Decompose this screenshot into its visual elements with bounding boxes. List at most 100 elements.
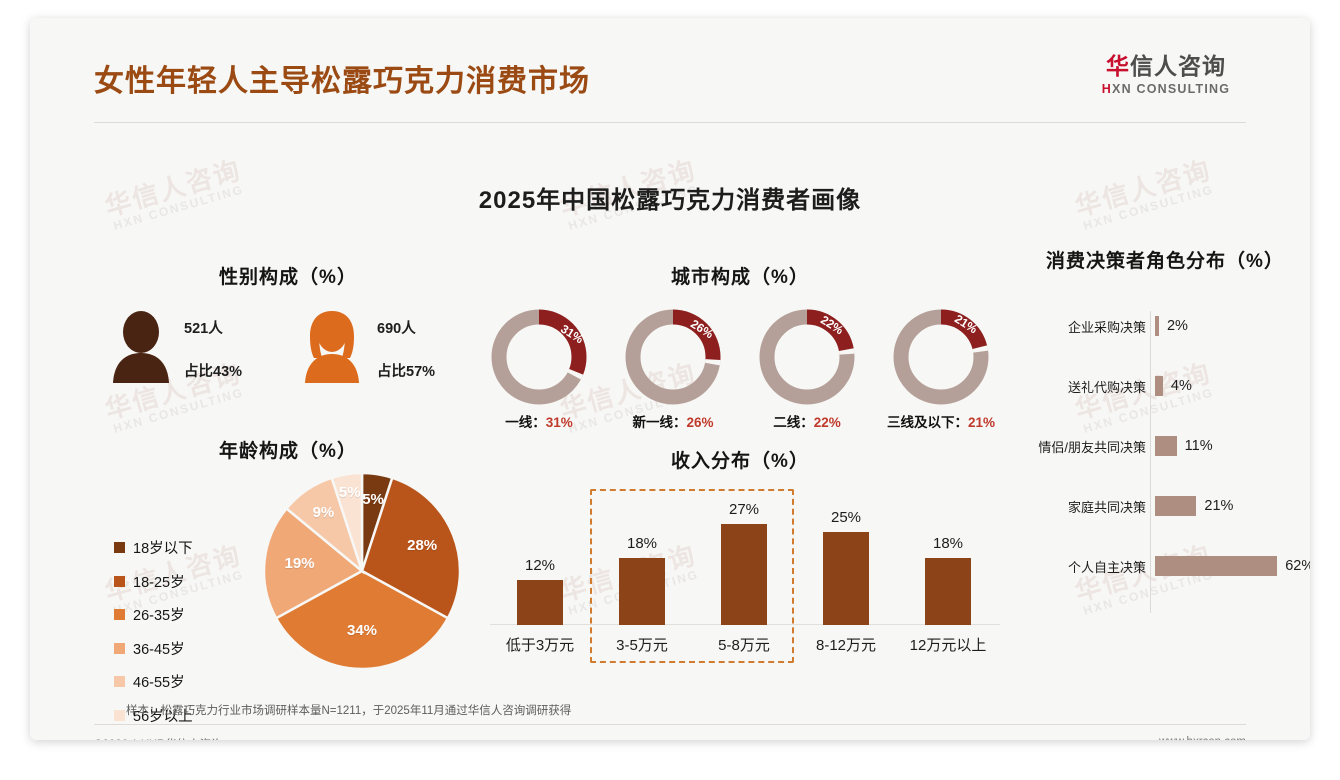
income-bar-value: 18% [932, 534, 964, 552]
brand-logo: 华信人咨询 HXN CONSULTING [1086, 53, 1246, 96]
role-label: 个人自主决策 [1067, 559, 1146, 575]
role-bar [1155, 376, 1163, 396]
male-silhouette-icon [113, 311, 169, 383]
logo-en-rest: XN CONSULTING [1112, 82, 1231, 97]
logo-chinese: 华信人咨询 [1086, 53, 1246, 79]
donut-label-value: 22% [813, 415, 841, 430]
income-category-label: 低于3万元 [505, 637, 575, 654]
donut-chart [491, 309, 587, 405]
legend-swatch [114, 575, 125, 587]
age-legend-item: 18-25岁 [114, 571, 193, 592]
income-bar-chart: 12% 低于3万元 18% 3-5万元 27% 5-8万元 25% 8-12万元 18% 12万元… [470, 489, 1010, 663]
income-category-label: 8-12万元 [815, 637, 877, 654]
role-label: 企业采购决策 [1067, 319, 1146, 335]
donut-label-value: 26% [686, 415, 714, 430]
pie-chart [262, 471, 462, 671]
donut-label-value: 21% [967, 415, 996, 430]
legend-label: 18-25岁 [133, 574, 185, 591]
donut-label: 新一线：26% [632, 415, 714, 430]
income-bar-column: 18% [900, 535, 996, 625]
income-bar-value: 18% [626, 534, 658, 552]
age-title: 年龄构成（%） [219, 441, 357, 462]
logo-cn-red: 华 [1106, 53, 1130, 79]
income-bar [823, 531, 869, 625]
source-note: 样本：松露巧克力行业市场调研样本量N=1211，于2025年11月通过华信人咨询… [126, 705, 572, 717]
role-value: 2% [1166, 318, 1188, 334]
income-bar [619, 557, 665, 625]
city-donut-一线: 31% 一线：31% [476, 309, 602, 431]
income-category-label: 12万元以上 [909, 637, 987, 654]
role-value: 4% [1170, 378, 1192, 394]
legend-label: 18岁以下 [133, 541, 193, 557]
donut-chart [893, 309, 989, 405]
age-legend-item: 26-35岁 [114, 604, 193, 625]
city-section: 城市构成（%） 31% 一线：31% 26% 新一线：26% 22% 二线：22% 21% 三… [470, 262, 1010, 431]
role-bar [1155, 496, 1197, 516]
role-bar-row: 送礼代购决策 4% [1015, 373, 1310, 399]
income-bar-value: 12% [524, 557, 556, 575]
donut-label-value: 31% [545, 415, 573, 430]
donut-label: 二线：22% [773, 415, 841, 430]
city-donut-新一线: 26% 新一线：26% [610, 309, 736, 431]
pie-slice [262, 506, 365, 620]
header-divider [94, 122, 1246, 123]
role-bar [1155, 316, 1159, 336]
city-donut-二线: 22% 二线：22% [744, 309, 870, 431]
logo-cn-rest: 信人咨询 [1130, 53, 1226, 79]
logo-en-red: H [1101, 82, 1113, 97]
role-bar-row: 企业采购决策 2% [1015, 313, 1310, 339]
donut-label: 一线：31% [505, 415, 573, 430]
legend-label: 36-45岁 [133, 641, 185, 658]
city-donut-group: 31% 一线：31% 26% 新一线：26% 22% 二线：22% 21% 三线及以下：21% [470, 309, 1010, 431]
female-silhouette-icon [305, 311, 359, 383]
role-bar [1155, 436, 1177, 456]
gender-share: 占比43% [184, 363, 243, 380]
age-legend: 18岁以下 18-25岁 26-35岁 36-45岁 46-55岁 56岁以上 [114, 537, 193, 738]
page-title: 女性年轻人主导松露巧克力消费市场 [94, 65, 590, 98]
role-bar [1155, 556, 1278, 576]
role-value: 62% [1285, 558, 1310, 574]
legend-swatch [114, 542, 125, 553]
roles-section: 消费决策者角色分布（%） 企业采购决策 2% 送礼代购决策 4% 情侣/朋友共同决策 11… [1015, 246, 1310, 613]
donut-label: 三线及以下：21% [886, 415, 996, 430]
gender-figures: 521人占比43% 690人 占比57% [88, 309, 488, 388]
donut-chart [759, 309, 855, 405]
roles-bar-chart: 企业采购决策 2% 送礼代购决策 4% 情侣/朋友共同决策 11% 家庭共同决策 21% 个人自… [1015, 307, 1310, 613]
income-category-label: 3-5万元 [616, 637, 668, 654]
slide-subtitle: 2025年中国松露巧克力消费者画像 [478, 187, 862, 214]
gender-count: 521人 [184, 320, 223, 337]
female-silhouette-icon [299, 309, 365, 388]
legend-swatch [114, 709, 125, 721]
role-label: 送礼代购决策 [1067, 379, 1146, 395]
income-bar-value: 27% [728, 501, 760, 519]
role-label: 情侣/朋友共同决策 [1038, 439, 1146, 455]
role-bar-row: 个人自主决策 62% [1015, 553, 1310, 579]
age-legend-item: 18岁以下 [114, 537, 193, 558]
role-value: 21% [1204, 498, 1234, 514]
legend-swatch [114, 609, 125, 620]
age-pie-chart: 5% 28% 34% 19% 9% 5% [258, 467, 466, 675]
gender-item-female: 690人 占比57% [299, 309, 488, 388]
donut-chart [625, 309, 721, 405]
income-section: 收入分布（%） 12% 低于3万元 18% 3-5万元 27% 5-8万元 25% 8-12万… [470, 446, 1010, 663]
slide-header: 女性年轻人主导松露巧克力消费市场 华信人咨询 HXN CONSULTING [30, 18, 1310, 123]
income-bar [517, 580, 563, 625]
age-legend-item: 46-55岁 [114, 671, 193, 692]
income-bar [721, 524, 767, 625]
role-label: 家庭共同决策 [1067, 499, 1146, 515]
gender-title: 性别构成（%） [219, 267, 357, 288]
copyright-text: ©2026.1 HXR华信人咨询 [94, 736, 223, 740]
city-donut-三线及以下: 21% 三线及以下：21% [878, 309, 1004, 431]
age-legend-item: 36-45岁 [114, 638, 193, 659]
pie-slice [330, 471, 364, 572]
role-bar-row: 家庭共同决策 21% [1015, 493, 1310, 519]
income-bar-column: 18% [594, 535, 690, 625]
income-bar [925, 557, 971, 625]
legend-label: 46-55岁 [133, 675, 185, 691]
age-section: 年龄构成（%） 18岁以下 18-25岁 26-35岁 36-45岁 46-55岁 56岁… [88, 436, 488, 725]
income-bar-column: 27% [696, 501, 792, 625]
age-chart: 18岁以下 18-25岁 26-35岁 36-45岁 46-55岁 56岁以上 5% 28%… [88, 471, 488, 725]
legend-swatch [114, 642, 125, 654]
logo-english: HXN CONSULTING [1086, 82, 1246, 96]
age-legend-item: 56岁以上 [114, 705, 193, 726]
